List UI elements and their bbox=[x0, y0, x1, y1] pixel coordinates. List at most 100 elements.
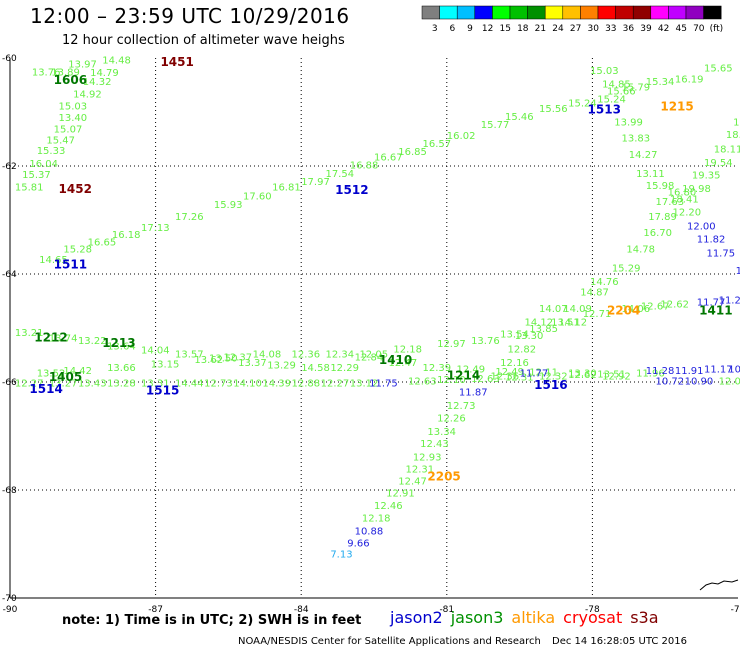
swh-value: 12.92 bbox=[602, 371, 631, 382]
swh-value: 14.04 bbox=[141, 345, 170, 356]
colorbar-label: 30 bbox=[587, 24, 599, 34]
swh-value: 13.21 bbox=[15, 328, 44, 339]
pass-time-label: 1606 bbox=[54, 73, 87, 87]
pass-time-label: 1513 bbox=[588, 103, 621, 117]
swh-value: 13.76 bbox=[32, 67, 61, 78]
colorbar-swatch bbox=[474, 5, 493, 20]
swh-value: 15.37 bbox=[22, 170, 51, 181]
colorbar-swatch bbox=[703, 5, 722, 20]
swh-value: 17.63 bbox=[655, 197, 684, 208]
swh-value: 17.54 bbox=[325, 169, 354, 180]
lat-tick-label: -66 bbox=[2, 378, 17, 388]
lon-tick-label: -78 bbox=[585, 605, 600, 615]
pass-time-label: 1452 bbox=[59, 182, 92, 196]
axis-ticks: -90 -87 -84 -81 -78 -75 -60 -62 -64 -66 -68 -70 bbox=[2, 54, 740, 615]
colorbar-swatch bbox=[527, 5, 546, 20]
pass-time-label: 1512 bbox=[335, 183, 368, 197]
colorbar-swatch bbox=[492, 5, 511, 20]
swh-value: 13.12 bbox=[350, 378, 379, 389]
swh-value: 14.65 bbox=[39, 255, 68, 266]
swh-value: 16.85 bbox=[398, 147, 427, 158]
swh-value: 15.56 bbox=[539, 104, 568, 115]
swh-value: 11.17 bbox=[704, 364, 733, 375]
swh-value: 12.62 bbox=[660, 299, 689, 310]
swh-value: 17.97 bbox=[301, 177, 330, 188]
swh-value: 16.65 bbox=[88, 237, 117, 248]
swh-value: 15.79 bbox=[622, 82, 651, 93]
swh-value: 13.29 bbox=[267, 361, 296, 372]
swh-value: 16.02 bbox=[447, 131, 476, 142]
map-subtitle: 12 hour collection of altimeter wave hei… bbox=[62, 33, 345, 48]
swh-value: 15.28 bbox=[63, 244, 92, 255]
swh-value: 13.51 bbox=[551, 317, 580, 328]
swh-value: 14.08 bbox=[253, 350, 282, 361]
swh-value: 12.27 bbox=[321, 378, 350, 389]
swh-value: 14.58 bbox=[301, 363, 330, 374]
swh-value: 12.26 bbox=[437, 413, 466, 424]
colorbar-swatch bbox=[439, 5, 458, 20]
pass-time-label: 1215 bbox=[660, 99, 693, 113]
swh-value: 11.82 bbox=[697, 235, 726, 246]
colorbar-label: 3 bbox=[432, 24, 438, 34]
swh-value: 12.47 bbox=[389, 358, 418, 369]
swh-value: 13.43 bbox=[78, 378, 107, 389]
swh-value: 16.67 bbox=[374, 153, 403, 164]
swh-value: 12.11 bbox=[529, 368, 558, 379]
swh-value: 14.39 bbox=[262, 378, 291, 389]
colorbar-swatch bbox=[615, 5, 634, 20]
swh-value: 11.91 bbox=[675, 366, 704, 377]
swh-value: 12.34 bbox=[325, 350, 354, 361]
swh-value: 19.35 bbox=[692, 170, 721, 181]
swh-value: 12.27 bbox=[15, 378, 44, 389]
pass-time-label: 2205 bbox=[427, 469, 460, 483]
swh-value: 12.00 bbox=[687, 222, 716, 233]
swh-value: 14.48 bbox=[102, 55, 131, 66]
pass-time-label: 1511 bbox=[54, 258, 87, 272]
swh-value: 17.89 bbox=[648, 212, 677, 223]
colorbar-label: 39 bbox=[640, 24, 652, 34]
swh-value: 18.11 bbox=[714, 145, 740, 156]
pass-time-label: 1214 bbox=[447, 368, 480, 382]
lat-tick-label: -68 bbox=[2, 486, 17, 496]
swh-value: 15.65 bbox=[704, 64, 733, 75]
swh-value: 16.70 bbox=[643, 228, 672, 239]
swh-value: 12.97 bbox=[437, 339, 466, 350]
colorbar-swatch bbox=[668, 5, 687, 20]
swh-value: 9.66 bbox=[347, 539, 369, 550]
swh-value: 13.64 bbox=[107, 342, 136, 353]
colorbar-swatch bbox=[509, 5, 528, 20]
colorbar-swatch bbox=[421, 5, 440, 20]
colorbar-swatch bbox=[685, 5, 704, 20]
swh-value: 13.97 bbox=[68, 60, 97, 71]
colorbar-label: 21 bbox=[535, 24, 546, 34]
swh-value: 15.07 bbox=[54, 125, 83, 136]
colorbar-label: 24 bbox=[552, 24, 564, 34]
colorbar-label: 70 bbox=[693, 24, 705, 34]
swh-value: 13.11 bbox=[636, 169, 665, 180]
swh-value: 15.03 bbox=[59, 101, 88, 112]
swh-value: 10.72 bbox=[655, 377, 684, 388]
lat-tick-label: -70 bbox=[2, 594, 17, 604]
swh-value: 13.30 bbox=[568, 369, 597, 380]
lon-tick-label: -87 bbox=[148, 605, 163, 615]
swh-value: 11.77 bbox=[520, 369, 549, 380]
swh-value: 14.87 bbox=[580, 288, 609, 299]
pass-time-label: 2204 bbox=[607, 304, 640, 318]
pass-time-label: 1514 bbox=[29, 382, 62, 396]
swh-value: 14.06 bbox=[622, 304, 651, 315]
swh-value: 12.71 bbox=[583, 309, 612, 320]
swh-value: 12.31 bbox=[505, 372, 534, 383]
swh-value: 12.93 bbox=[413, 452, 442, 463]
swh-value: 18.41 bbox=[670, 195, 699, 206]
swh-value: 13.31 bbox=[141, 378, 170, 389]
swh-value: 19.54 bbox=[704, 158, 733, 169]
colorbar-label: (ft) bbox=[710, 24, 724, 34]
colorbar-swatch bbox=[580, 5, 599, 20]
colorbar-label: 45 bbox=[675, 24, 686, 34]
colorbar: 3 6 9 12 15 18 21 24 27 30 33 36 39 42 45 70 (ft) bbox=[421, 5, 724, 34]
swh-value: 13.30 bbox=[515, 331, 544, 342]
swh-value: 15.98 bbox=[646, 181, 675, 192]
colorbar-label: 27 bbox=[570, 24, 581, 34]
swh-value: 16.57 bbox=[423, 139, 452, 150]
swh-value: 10.84 bbox=[728, 364, 740, 375]
